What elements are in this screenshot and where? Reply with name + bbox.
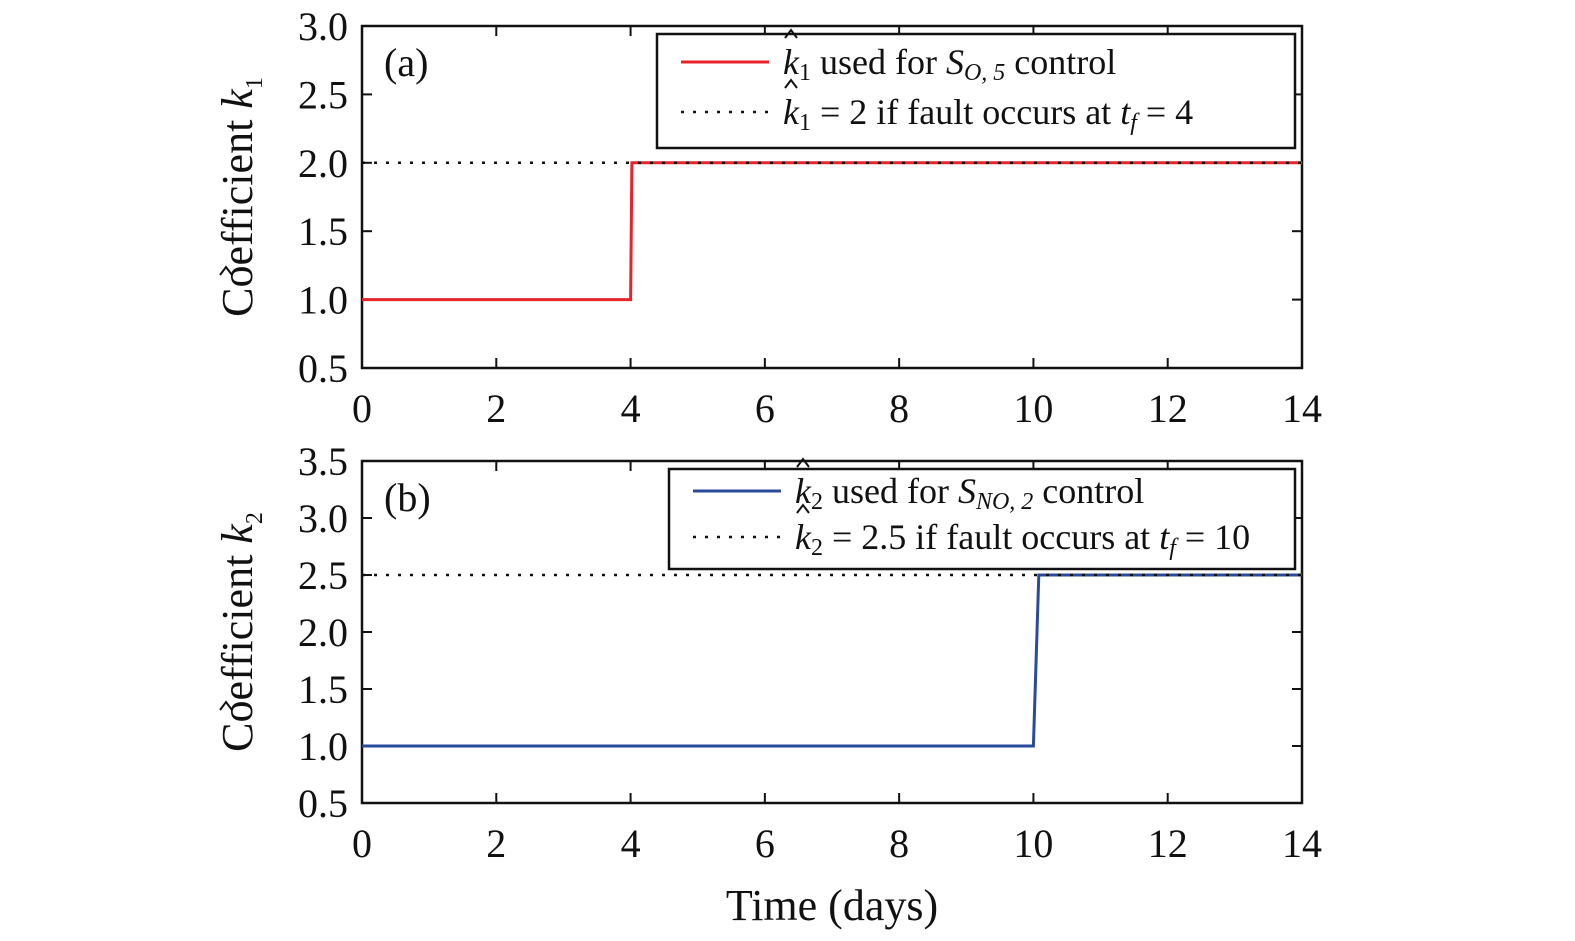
y-tick-label: 2.5 (298, 72, 348, 117)
y-tick-label: 1.0 (298, 724, 348, 769)
x-tick-label: 6 (755, 821, 775, 866)
legend-label-2: k2 = 2.5 if fault occurs at tf = 10 (795, 517, 1250, 561)
x-tick-label: 8 (889, 386, 909, 431)
panel-a: 0 2 4 6 8 10 12 14 0.5 1.0 1.5 2.0 2.5 3.0 (a) Coeffici… (213, 4, 1322, 431)
x-tick-label: 10 (1013, 386, 1053, 431)
panel-tag: (b) (384, 475, 431, 520)
series-line-1 (362, 161, 1302, 302)
x-tick-label: 12 (1148, 386, 1188, 431)
legend-hat (784, 78, 798, 89)
legend-label-2: k1 = 2 if fault occurs at tf = 4 (783, 92, 1193, 136)
x-tick-label: 0 (352, 386, 372, 431)
y-tick-label: 3.0 (298, 496, 348, 541)
y-tick-label: 3.5 (298, 439, 348, 484)
x-tick-label: 14 (1282, 386, 1322, 431)
x-tick-label: 14 (1282, 821, 1322, 866)
y-tick-label: 0.5 (298, 781, 348, 826)
y-axis-label: Coefficient k1 (213, 77, 268, 317)
y-tick-label: 1.5 (298, 209, 348, 254)
y-tick-label: 3.0 (298, 4, 348, 49)
legend-label-1: k1 used for SO, 5 control (783, 42, 1116, 86)
x-tick-label: 8 (889, 821, 909, 866)
x-tick-label: 0 (352, 821, 372, 866)
panel-tag: (a) (384, 40, 428, 85)
y-tick-label: 2.0 (298, 610, 348, 655)
x-tick-label: 4 (621, 821, 641, 866)
y-axis-label: Coefficient k2 (213, 512, 268, 752)
y-tick-label: 1.0 (298, 278, 348, 323)
panel-b: 0 2 4 6 8 10 12 14 0.5 1.0 1.5 2.0 2.5 3.0 3.5 (b) Coeff… (213, 439, 1322, 866)
x-tick-label: 2 (486, 386, 506, 431)
series-line-1 (362, 573, 1302, 748)
legend-hat (796, 457, 810, 468)
y-tick-label: 2.5 (298, 553, 348, 598)
y-tick-label: 1.5 (298, 667, 348, 712)
x-tick-label: 10 (1013, 821, 1053, 866)
legend-label-1: k2 used for SNO, 2 control (795, 471, 1144, 515)
y-tick-label: 2.0 (298, 141, 348, 186)
legend-box (655, 32, 1297, 150)
x-tick-label: 2 (486, 821, 506, 866)
x-axis-label: Time (days) (726, 881, 938, 930)
plot-frame (360, 24, 1304, 370)
legend-hat (784, 28, 798, 39)
legend-hat (796, 503, 810, 514)
y-axis-label-hat (219, 265, 233, 276)
y-tick-label: 0.5 (298, 346, 348, 391)
y-axis-label-hat (219, 700, 233, 711)
x-tick-label: 6 (755, 386, 775, 431)
x-tick-label: 4 (621, 386, 641, 431)
legend-box (667, 467, 1297, 571)
x-tick-label: 12 (1148, 821, 1188, 866)
